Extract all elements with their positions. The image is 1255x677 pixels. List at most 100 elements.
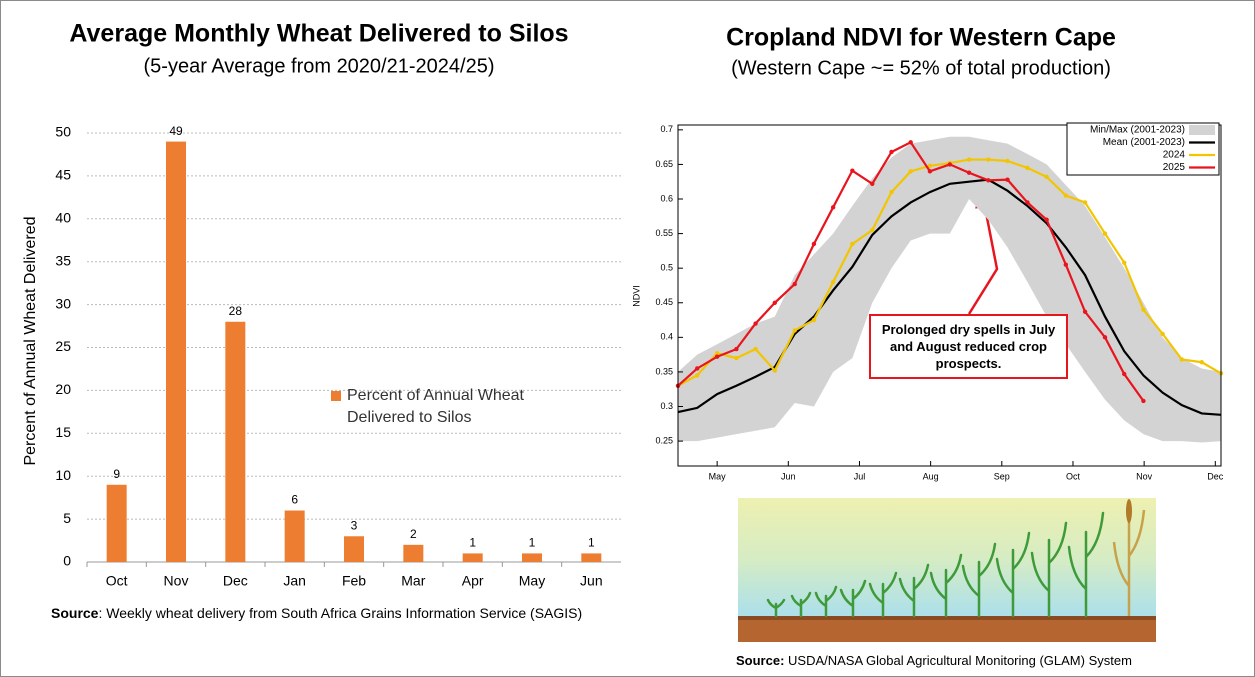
point [1122, 371, 1127, 377]
x-tick-label: Jul [854, 471, 866, 481]
x-tick-label: May [519, 573, 545, 589]
data-label: 1 [588, 536, 595, 550]
source-label: Source [51, 605, 99, 621]
y-tick-label: 0.6 [660, 193, 673, 203]
chart-subtitle: (Western Cape ~= 52% of total production… [731, 57, 1111, 79]
legend-label: Percent of Annual Wheat Delivered to Sil… [347, 387, 524, 426]
point [908, 169, 913, 174]
point [986, 178, 991, 183]
point [927, 169, 933, 174]
point [870, 181, 875, 186]
chart-title: Average Monthly Wheat Delivered to Silos [69, 20, 568, 48]
data-label: 1 [529, 536, 536, 550]
crop-illustration [738, 498, 1156, 642]
point [870, 227, 875, 233]
point [811, 241, 817, 247]
point [714, 351, 720, 356]
point [734, 346, 739, 352]
point [695, 373, 700, 378]
bar [225, 321, 246, 562]
point [753, 346, 758, 352]
point [772, 300, 777, 305]
chart-subtitle: (5-year Average from 2020/21-2024/25) [144, 55, 495, 77]
point [908, 140, 913, 145]
point [1102, 231, 1108, 236]
bar [344, 536, 364, 562]
x-tick-label: Jun [781, 471, 796, 481]
source-text: : Weekly wheat delivery from South Afric… [98, 605, 583, 621]
y-tick-label: 0.35 [655, 366, 673, 376]
point [1141, 398, 1146, 404]
x-tick-label: Jun [580, 573, 603, 589]
y-axis-label: Percent of Annual Wheat Delivered [22, 216, 39, 465]
line [677, 178, 1222, 416]
bar [284, 510, 305, 562]
point [1199, 360, 1204, 365]
source-note: Source: Weekly wheat delivery from South… [51, 605, 582, 621]
point [830, 279, 836, 285]
point [850, 168, 855, 173]
range-band [678, 136, 1221, 443]
y-tick-label: 50 [55, 124, 71, 140]
source-text: USDA/NASA Global Agricultural Monitoring… [784, 653, 1132, 668]
point [966, 170, 972, 175]
point [1082, 309, 1088, 314]
point [695, 366, 700, 371]
x-tick-label: Apr [462, 573, 484, 589]
point [734, 355, 739, 361]
point [772, 368, 777, 373]
chart-title: Cropland NDVI for Western Cape [726, 24, 1116, 52]
x-tick-label: Oct [106, 573, 128, 589]
y-tick-label: 35 [55, 252, 71, 268]
point [1122, 260, 1127, 265]
point [1025, 165, 1030, 171]
annotation: Prolonged dry spells in July and August … [869, 314, 1068, 379]
source-label: Source: [736, 653, 785, 668]
data-label: 2 [410, 527, 417, 541]
point [1044, 174, 1049, 180]
bar [106, 484, 127, 562]
x-tick-label: Nov [164, 573, 189, 589]
point [714, 354, 720, 359]
y-tick-label: 25 [55, 338, 71, 354]
point [966, 157, 972, 162]
data-label: 49 [169, 124, 183, 138]
bar [403, 544, 424, 562]
legend-entry: Percent of Annual Wheat Delivered to Sil… [331, 385, 577, 429]
y-tick-label: 20 [55, 381, 71, 397]
annotation-arrow [967, 187, 999, 315]
bar [581, 553, 602, 562]
legend-label: Mean (2001-2023) [1103, 137, 1185, 148]
point [889, 149, 894, 155]
x-tick-label: Mar [401, 573, 425, 589]
x-tick-label: Dec [223, 573, 248, 589]
y-tick-label: 30 [55, 295, 71, 311]
source-note: Source: USDA/NASA Global Agricultural Mo… [736, 653, 1132, 668]
legend-label: 2024 [1163, 150, 1186, 161]
y-tick-label: 5 [63, 510, 71, 526]
legend-swatch [1189, 125, 1215, 135]
bar [522, 553, 542, 562]
y-tick-label: 0.7 [660, 124, 673, 134]
legend-label: Min/Max (2001-2023) [1090, 125, 1185, 136]
point [850, 241, 855, 247]
point [753, 321, 758, 326]
point [1025, 200, 1030, 205]
x-tick-label: Dec [1207, 471, 1224, 481]
point [986, 157, 991, 162]
point [792, 281, 797, 287]
point [811, 317, 817, 323]
point [1063, 193, 1069, 198]
plot-frame [677, 124, 1222, 467]
y-tick-label: 0.65 [655, 159, 673, 169]
point [1141, 307, 1146, 312]
y-tick-label: 0.45 [655, 297, 673, 307]
data-label: 3 [351, 518, 358, 532]
point [830, 205, 836, 210]
point [1179, 357, 1185, 362]
point [1005, 158, 1010, 164]
point [1005, 177, 1010, 182]
y-tick-label: 40 [55, 210, 71, 226]
data-label: 28 [229, 304, 243, 318]
